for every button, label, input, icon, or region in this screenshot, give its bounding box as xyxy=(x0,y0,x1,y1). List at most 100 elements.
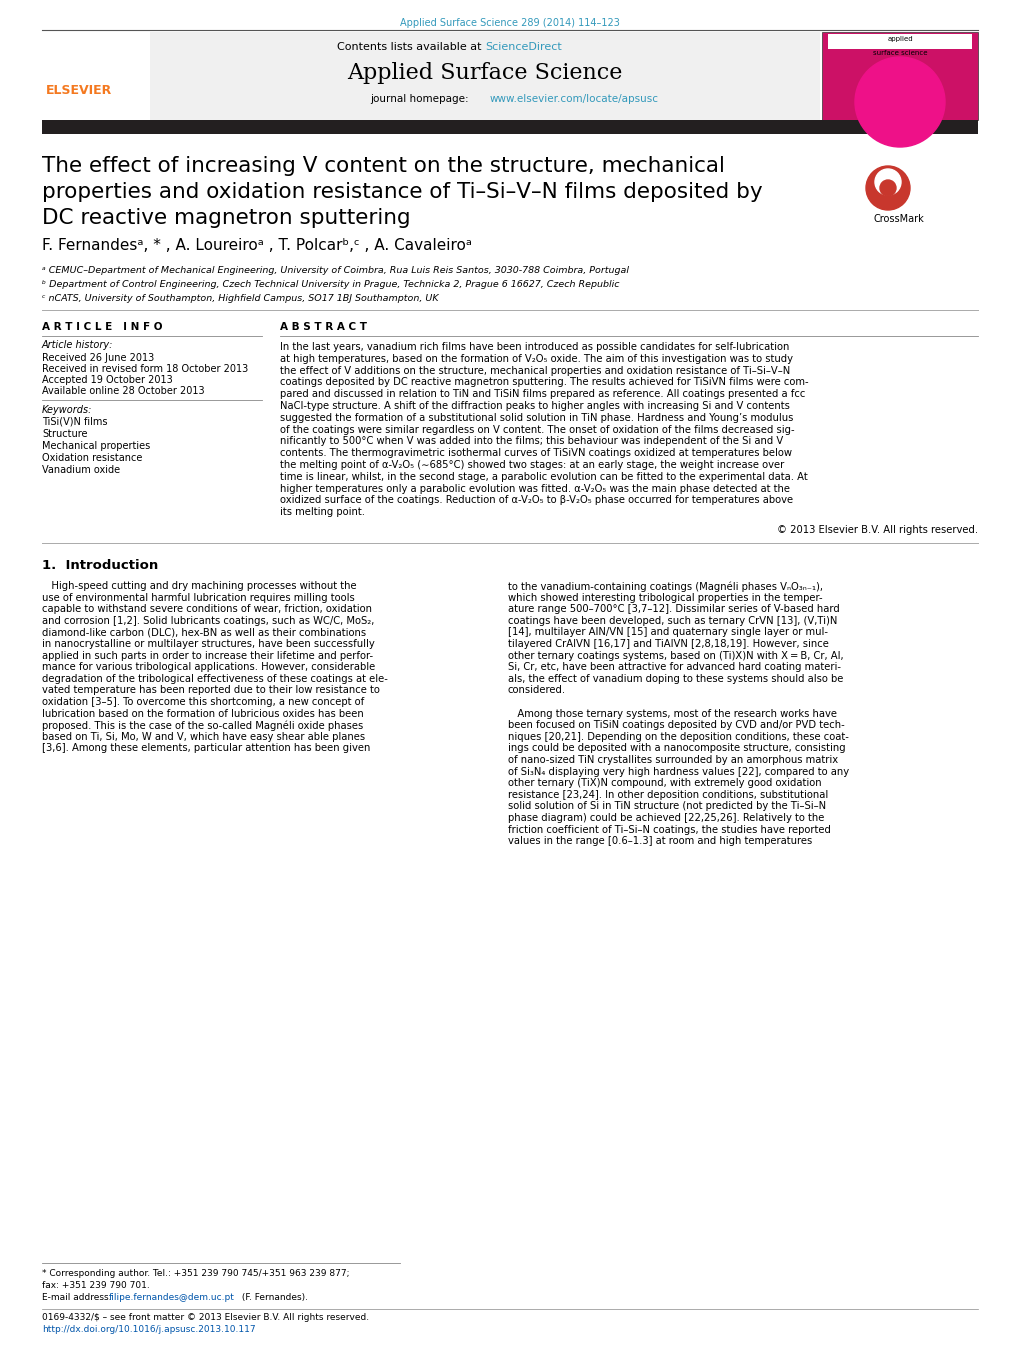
Text: the effect of V additions on the structure, mechanical properties and oxidation : the effect of V additions on the structu… xyxy=(280,366,790,376)
Text: A R T I C L E   I N F O: A R T I C L E I N F O xyxy=(42,322,162,332)
Text: vated temperature has been reported due to their low resistance to: vated temperature has been reported due … xyxy=(42,685,379,696)
Text: been focused on TiSiN coatings deposited by CVD and/or PVD tech-: been focused on TiSiN coatings deposited… xyxy=(507,720,844,730)
Circle shape xyxy=(865,166,909,209)
Text: lubrication based on the formation of lubricious oxides has been: lubrication based on the formation of lu… xyxy=(42,709,364,719)
Text: Structure: Structure xyxy=(42,430,88,439)
Text: E-mail address:: E-mail address: xyxy=(42,1293,114,1302)
Text: considered.: considered. xyxy=(507,685,566,696)
Bar xyxy=(827,34,971,49)
Text: Among those ternary systems, most of the research works have: Among those ternary systems, most of the… xyxy=(507,709,837,719)
Text: based on Ti, Si, Mo, W and V, which have easy shear able planes: based on Ti, Si, Mo, W and V, which have… xyxy=(42,732,365,742)
Text: Article history:: Article history: xyxy=(42,340,113,350)
Text: Received in revised form 18 October 2013: Received in revised form 18 October 2013 xyxy=(42,363,248,374)
Text: (F. Fernandes).: (F. Fernandes). xyxy=(238,1293,308,1302)
Text: 1.  Introduction: 1. Introduction xyxy=(42,559,158,571)
Text: in nanocrystalline or multilayer structures, have been successfully: in nanocrystalline or multilayer structu… xyxy=(42,639,374,648)
Text: CrossMark: CrossMark xyxy=(873,213,924,224)
Text: values in the range [0.6–1.3] at room and high temperatures: values in the range [0.6–1.3] at room an… xyxy=(507,836,811,846)
Text: Mechanical properties: Mechanical properties xyxy=(42,440,150,451)
Text: time is linear, whilst, in the second stage, a parabolic evolution can be fitted: time is linear, whilst, in the second st… xyxy=(280,471,807,482)
Text: Vanadium oxide: Vanadium oxide xyxy=(42,465,120,476)
Text: [14], multilayer AlN/VN [15] and quaternary single layer or mul-: [14], multilayer AlN/VN [15] and quatern… xyxy=(507,627,827,638)
Text: ᵇ Department of Control Engineering, Czech Technical University in Prague, Techn: ᵇ Department of Control Engineering, Cze… xyxy=(42,280,619,289)
Text: In the last years, vanadium rich films have been introduced as possible candidat: In the last years, vanadium rich films h… xyxy=(280,342,789,353)
Text: als, the effect of vanadium doping to these systems should also be: als, the effect of vanadium doping to th… xyxy=(507,674,843,684)
Text: applied: applied xyxy=(887,36,912,42)
Text: DC reactive magnetron sputtering: DC reactive magnetron sputtering xyxy=(42,208,411,228)
Text: Si, Cr, etc, have been attractive for advanced hard coating materi-: Si, Cr, etc, have been attractive for ad… xyxy=(507,662,841,673)
Text: mance for various tribological applications. However, considerable: mance for various tribological applicati… xyxy=(42,662,375,673)
Text: 0169-4332/$ – see front matter © 2013 Elsevier B.V. All rights reserved.: 0169-4332/$ – see front matter © 2013 El… xyxy=(42,1313,369,1323)
Text: ELSEVIER: ELSEVIER xyxy=(46,84,112,97)
Text: properties and oxidation resistance of Ti–Si–V–N films deposited by: properties and oxidation resistance of T… xyxy=(42,182,762,203)
Text: Oxidation resistance: Oxidation resistance xyxy=(42,453,143,463)
Text: [3,6]. Among these elements, particular attention has been given: [3,6]. Among these elements, particular … xyxy=(42,743,370,754)
Text: * Corresponding author. Tel.: +351 239 790 745/+351 963 239 877;: * Corresponding author. Tel.: +351 239 7… xyxy=(42,1269,350,1278)
Text: Available online 28 October 2013: Available online 28 October 2013 xyxy=(42,386,205,396)
Text: ScienceDirect: ScienceDirect xyxy=(484,42,561,51)
Text: A B S T R A C T: A B S T R A C T xyxy=(280,322,367,332)
Text: filipe.fernandes@dem.uc.pt: filipe.fernandes@dem.uc.pt xyxy=(109,1293,234,1302)
Text: NaCl-type structure. A shift of the diffraction peaks to higher angles with incr: NaCl-type structure. A shift of the diff… xyxy=(280,401,789,411)
Text: oxidized surface of the coatings. Reduction of α-V₂O₅ to β-V₂O₅ phase occurred f: oxidized surface of the coatings. Reduct… xyxy=(280,496,793,505)
Text: contents. The thermogravimetric isothermal curves of TiSiVN coatings oxidized at: contents. The thermogravimetric isotherm… xyxy=(280,449,791,458)
Text: phase diagram) could be achieved [22,25,26]. Relatively to the: phase diagram) could be achieved [22,25,… xyxy=(507,813,823,823)
Text: its melting point.: its melting point. xyxy=(280,507,365,517)
Text: pared and discussed in relation to TiN and TiSiN films prepared as reference. Al: pared and discussed in relation to TiN a… xyxy=(280,389,805,399)
Text: which showed interesting tribological properties in the temper-: which showed interesting tribological pr… xyxy=(507,593,821,603)
Text: http://dx.doi.org/10.1016/j.apsusc.2013.10.117: http://dx.doi.org/10.1016/j.apsusc.2013.… xyxy=(42,1325,256,1333)
Bar xyxy=(150,32,819,120)
Text: the melting point of α-V₂O₅ (∼685°C) showed two stages: at an early stage, the w: the melting point of α-V₂O₅ (∼685°C) sho… xyxy=(280,459,784,470)
Text: degradation of the tribological effectiveness of these coatings at ele-: degradation of the tribological effectiv… xyxy=(42,674,387,684)
Text: nificantly to 500°C when V was added into the films; this behaviour was independ: nificantly to 500°C when V was added int… xyxy=(280,436,783,446)
Text: of nano-sized TiN crystallites surrounded by an amorphous matrix: of nano-sized TiN crystallites surrounde… xyxy=(507,755,838,765)
Text: solid solution of Si in TiN structure (not predicted by the Ti–Si–N: solid solution of Si in TiN structure (n… xyxy=(507,801,825,812)
Text: friction coefficient of Ti–Si–N coatings, the studies have reported: friction coefficient of Ti–Si–N coatings… xyxy=(507,824,830,835)
Text: of the coatings were similar regardless on V content. The onset of oxidation of : of the coatings were similar regardless … xyxy=(280,424,794,435)
Text: of Si₃N₄ displaying very high hardness values [22], compared to any: of Si₃N₄ displaying very high hardness v… xyxy=(507,766,848,777)
Text: Keywords:: Keywords: xyxy=(42,405,93,415)
Text: Contents lists available at: Contents lists available at xyxy=(336,42,484,51)
Text: other ternary (TiX)N compound, with extremely good oxidation: other ternary (TiX)N compound, with extr… xyxy=(507,778,821,788)
Text: Accepted 19 October 2013: Accepted 19 October 2013 xyxy=(42,376,172,385)
Text: journal homepage:: journal homepage: xyxy=(370,95,472,104)
Text: to the vanadium-containing coatings (Magnéli phases VₙO₃ₙ₋₁),: to the vanadium-containing coatings (Mag… xyxy=(507,581,822,592)
Text: ature range 500–700°C [3,7–12]. Dissimilar series of V-based hard: ature range 500–700°C [3,7–12]. Dissimil… xyxy=(507,604,839,615)
Text: oxidation [3–5]. To overcome this shortcoming, a new concept of: oxidation [3–5]. To overcome this shortc… xyxy=(42,697,364,707)
Text: The effect of increasing V content on the structure, mechanical: The effect of increasing V content on th… xyxy=(42,155,725,176)
Text: diamond-like carbon (DLC), hex-BN as well as their combinations: diamond-like carbon (DLC), hex-BN as wel… xyxy=(42,627,366,638)
Text: and corrosion [1,2]. Solid lubricants coatings, such as WC/C, MoS₂,: and corrosion [1,2]. Solid lubricants co… xyxy=(42,616,374,626)
Text: higher temperatures only a parabolic evolution was fitted. α-V₂O₅ was the main p: higher temperatures only a parabolic evo… xyxy=(280,484,790,493)
Text: High-speed cutting and dry machining processes without the: High-speed cutting and dry machining pro… xyxy=(42,581,357,590)
Text: © 2013 Elsevier B.V. All rights reserved.: © 2013 Elsevier B.V. All rights reserved… xyxy=(776,526,977,535)
Text: F. Fernandesᵃ, * , A. Loureiroᵃ , T. Polcarᵇ,ᶜ , A. Cavaleiroᵃ: F. Fernandesᵃ, * , A. Loureiroᵃ , T. Pol… xyxy=(42,238,472,253)
Circle shape xyxy=(854,57,944,147)
Text: www.elsevier.com/locate/apsusc: www.elsevier.com/locate/apsusc xyxy=(489,95,658,104)
Text: coatings deposited by DC reactive magnetron sputtering. The results achieved for: coatings deposited by DC reactive magnet… xyxy=(280,377,808,388)
Text: Applied Surface Science 289 (2014) 114–123: Applied Surface Science 289 (2014) 114–1… xyxy=(399,18,620,28)
Text: ings could be deposited with a nanocomposite structure, consisting: ings could be deposited with a nanocompo… xyxy=(507,743,845,754)
Text: surface science: surface science xyxy=(872,50,926,55)
Text: use of environmental harmful lubrication requires milling tools: use of environmental harmful lubrication… xyxy=(42,593,355,603)
Text: ᶜ nCATS, University of Southampton, Highfield Campus, SO17 1BJ Southampton, UK: ᶜ nCATS, University of Southampton, High… xyxy=(42,295,438,303)
Text: other ternary coatings systems, based on (Ti)X)N with X = B, Cr, Al,: other ternary coatings systems, based on… xyxy=(507,651,843,661)
Text: TiSi(V)N films: TiSi(V)N films xyxy=(42,417,107,427)
Text: fax: +351 239 790 701.: fax: +351 239 790 701. xyxy=(42,1281,150,1290)
Bar xyxy=(821,32,977,120)
Text: applied in such parts in order to increase their lifetime and perfor-: applied in such parts in order to increa… xyxy=(42,651,373,661)
Bar xyxy=(42,120,977,134)
Text: Applied Surface Science: Applied Surface Science xyxy=(347,62,622,84)
Bar xyxy=(42,32,150,120)
Text: at high temperatures, based on the formation of V₂O₅ oxide. The aim of this inve: at high temperatures, based on the forma… xyxy=(280,354,792,363)
Text: capable to withstand severe conditions of wear, friction, oxidation: capable to withstand severe conditions o… xyxy=(42,604,372,615)
Text: proposed. This is the case of the so-called Magnéli oxide phases: proposed. This is the case of the so-cal… xyxy=(42,720,363,731)
Text: coatings have been developed, such as ternary CrVN [13], (V,Ti)N: coatings have been developed, such as te… xyxy=(507,616,837,626)
Text: suggested the formation of a substitutional solid solution in TiN phase. Hardnes: suggested the formation of a substitutio… xyxy=(280,413,793,423)
Circle shape xyxy=(879,180,895,196)
Circle shape xyxy=(874,169,900,195)
Text: ᵃ CEMUC–Department of Mechanical Engineering, University of Coimbra, Rua Luis Re: ᵃ CEMUC–Department of Mechanical Enginee… xyxy=(42,266,629,276)
Text: resistance [23,24]. In other deposition conditions, substitutional: resistance [23,24]. In other deposition … xyxy=(507,790,827,800)
Text: niques [20,21]. Depending on the deposition conditions, these coat-: niques [20,21]. Depending on the deposit… xyxy=(507,732,848,742)
Text: Received 26 June 2013: Received 26 June 2013 xyxy=(42,353,154,363)
Text: tilayered CrAlVN [16,17] and TiAlVN [2,8,18,19]. However, since: tilayered CrAlVN [16,17] and TiAlVN [2,8… xyxy=(507,639,828,648)
